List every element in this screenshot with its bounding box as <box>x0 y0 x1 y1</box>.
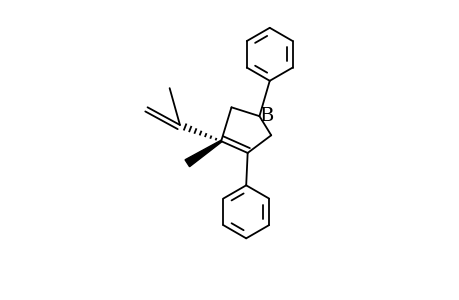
Polygon shape <box>185 140 221 167</box>
Text: B: B <box>259 107 274 125</box>
